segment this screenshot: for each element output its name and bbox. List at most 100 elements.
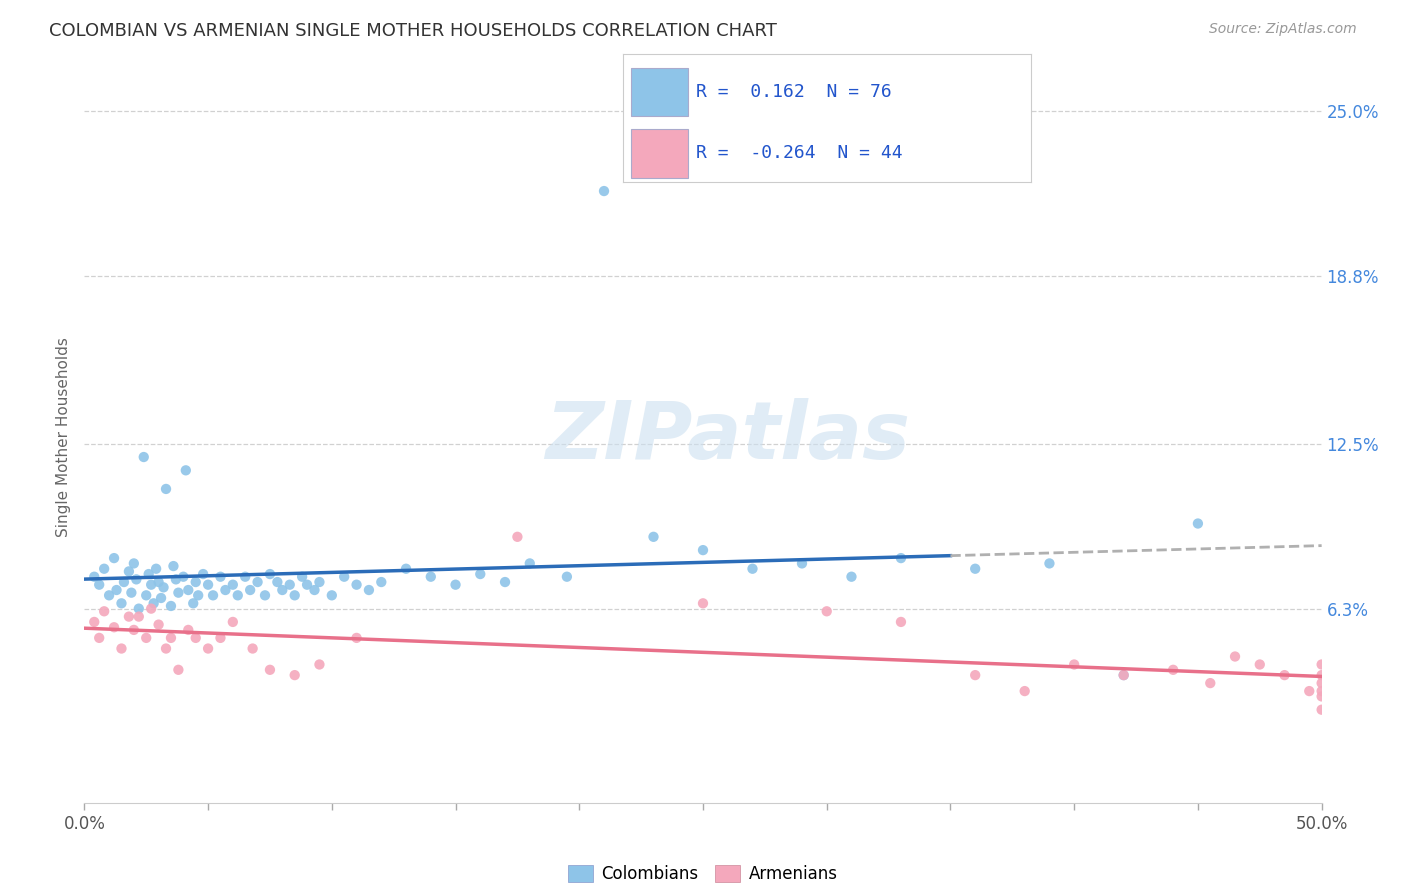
Point bbox=[246, 575, 269, 590]
Point bbox=[890, 551, 912, 566]
Point bbox=[259, 663, 281, 677]
Point bbox=[172, 570, 194, 584]
Point bbox=[333, 570, 356, 584]
Point bbox=[162, 559, 184, 574]
Point bbox=[239, 582, 262, 597]
Point bbox=[152, 580, 174, 594]
Point bbox=[555, 570, 578, 584]
Point bbox=[148, 575, 170, 590]
Point bbox=[110, 641, 132, 656]
Point bbox=[1249, 657, 1271, 672]
Point bbox=[118, 609, 141, 624]
Point bbox=[184, 631, 207, 645]
Point bbox=[266, 575, 288, 590]
Text: R =  -0.264  N = 44: R = -0.264 N = 44 bbox=[696, 145, 903, 162]
Point bbox=[187, 588, 209, 602]
Point bbox=[692, 543, 714, 558]
Point bbox=[174, 463, 197, 477]
Point bbox=[160, 599, 183, 613]
Point bbox=[184, 575, 207, 590]
Point bbox=[1063, 657, 1085, 672]
Point bbox=[1112, 668, 1135, 682]
Point bbox=[494, 575, 516, 590]
Point bbox=[1199, 676, 1222, 690]
Point bbox=[395, 562, 418, 576]
Point bbox=[321, 588, 343, 602]
Point bbox=[1187, 516, 1209, 531]
Point bbox=[167, 663, 190, 677]
Point bbox=[138, 567, 160, 582]
Point bbox=[242, 641, 264, 656]
Text: COLOMBIAN VS ARMENIAN SINGLE MOTHER HOUSEHOLDS CORRELATION CHART: COLOMBIAN VS ARMENIAN SINGLE MOTHER HOUS… bbox=[49, 22, 778, 40]
Point bbox=[278, 577, 301, 591]
Point bbox=[142, 596, 165, 610]
Y-axis label: Single Mother Households: Single Mother Households bbox=[56, 337, 72, 537]
Point bbox=[1298, 684, 1320, 698]
Point bbox=[155, 482, 177, 496]
Point bbox=[271, 582, 294, 597]
Point bbox=[815, 604, 838, 618]
Point bbox=[890, 615, 912, 629]
Point bbox=[83, 615, 105, 629]
Point bbox=[93, 604, 115, 618]
Point bbox=[167, 585, 190, 599]
Point bbox=[89, 631, 111, 645]
Point bbox=[112, 575, 135, 590]
Point bbox=[519, 557, 541, 571]
Point bbox=[209, 570, 232, 584]
Point bbox=[357, 582, 380, 597]
Point bbox=[141, 601, 163, 615]
Point bbox=[346, 631, 368, 645]
Point bbox=[145, 562, 167, 576]
Point bbox=[128, 601, 150, 615]
Point bbox=[128, 609, 150, 624]
Point bbox=[181, 596, 204, 610]
Point bbox=[1112, 668, 1135, 682]
Point bbox=[197, 577, 219, 591]
Point bbox=[150, 591, 173, 605]
Point bbox=[470, 567, 492, 582]
Point bbox=[118, 565, 141, 579]
Point bbox=[233, 570, 256, 584]
Point bbox=[155, 641, 177, 656]
Point bbox=[741, 562, 763, 576]
Point bbox=[222, 615, 245, 629]
Point bbox=[132, 450, 155, 464]
Point bbox=[1310, 668, 1333, 682]
Point bbox=[295, 577, 318, 591]
Point bbox=[841, 570, 863, 584]
Point bbox=[1014, 684, 1036, 698]
Point bbox=[165, 573, 187, 587]
Point bbox=[291, 570, 314, 584]
Point bbox=[259, 567, 281, 582]
Point bbox=[1038, 557, 1060, 571]
Text: R =  0.162  N = 76: R = 0.162 N = 76 bbox=[696, 83, 891, 101]
FancyBboxPatch shape bbox=[631, 68, 688, 116]
Point bbox=[1310, 690, 1333, 704]
Point bbox=[122, 623, 145, 637]
Point bbox=[135, 631, 157, 645]
Point bbox=[209, 631, 232, 645]
Point bbox=[1310, 703, 1333, 717]
Point bbox=[122, 557, 145, 571]
Point bbox=[1310, 676, 1333, 690]
Point bbox=[202, 588, 225, 602]
Point bbox=[191, 567, 214, 582]
Point bbox=[1223, 649, 1246, 664]
Point bbox=[148, 617, 170, 632]
Point bbox=[98, 588, 121, 602]
FancyBboxPatch shape bbox=[631, 129, 688, 178]
Point bbox=[308, 657, 330, 672]
Point bbox=[197, 641, 219, 656]
Point bbox=[643, 530, 665, 544]
Point bbox=[103, 551, 125, 566]
Point bbox=[419, 570, 441, 584]
Point bbox=[284, 588, 307, 602]
Point bbox=[965, 562, 987, 576]
Point bbox=[284, 668, 307, 682]
Point bbox=[160, 631, 183, 645]
Point bbox=[83, 570, 105, 584]
Point bbox=[308, 575, 330, 590]
Point bbox=[1274, 668, 1296, 682]
Point bbox=[1310, 684, 1333, 698]
